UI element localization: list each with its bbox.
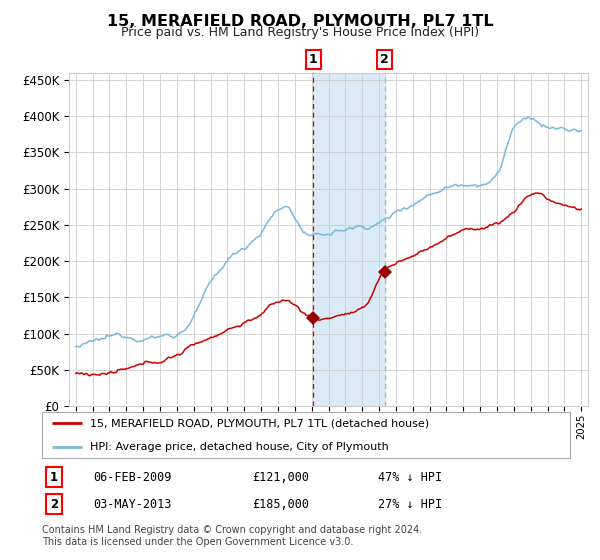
Text: 1: 1 [309,53,317,66]
Bar [313,73,385,406]
Text: Contains HM Land Registry data © Crown copyright and database right 2024.
This d: Contains HM Land Registry data © Crown c… [42,525,422,547]
Text: £121,000: £121,000 [252,470,309,484]
Text: 03-MAY-2013: 03-MAY-2013 [93,497,172,511]
Text: £185,000: £185,000 [252,497,309,511]
Text: 2: 2 [50,497,58,511]
Text: 15, MERAFIELD ROAD, PLYMOUTH, PL7 1TL (detached house): 15, MERAFIELD ROAD, PLYMOUTH, PL7 1TL (d… [89,418,428,428]
Text: HPI: Average price, detached house, City of Plymouth: HPI: Average price, detached house, City… [89,442,388,452]
Text: Price paid vs. HM Land Registry's House Price Index (HPI): Price paid vs. HM Land Registry's House … [121,26,479,39]
Text: 2: 2 [380,53,389,66]
Text: 1: 1 [50,470,58,484]
Text: 15, MERAFIELD ROAD, PLYMOUTH, PL7 1TL: 15, MERAFIELD ROAD, PLYMOUTH, PL7 1TL [107,14,493,29]
Text: 06-FEB-2009: 06-FEB-2009 [93,470,172,484]
Text: 27% ↓ HPI: 27% ↓ HPI [378,497,442,511]
Text: 47% ↓ HPI: 47% ↓ HPI [378,470,442,484]
